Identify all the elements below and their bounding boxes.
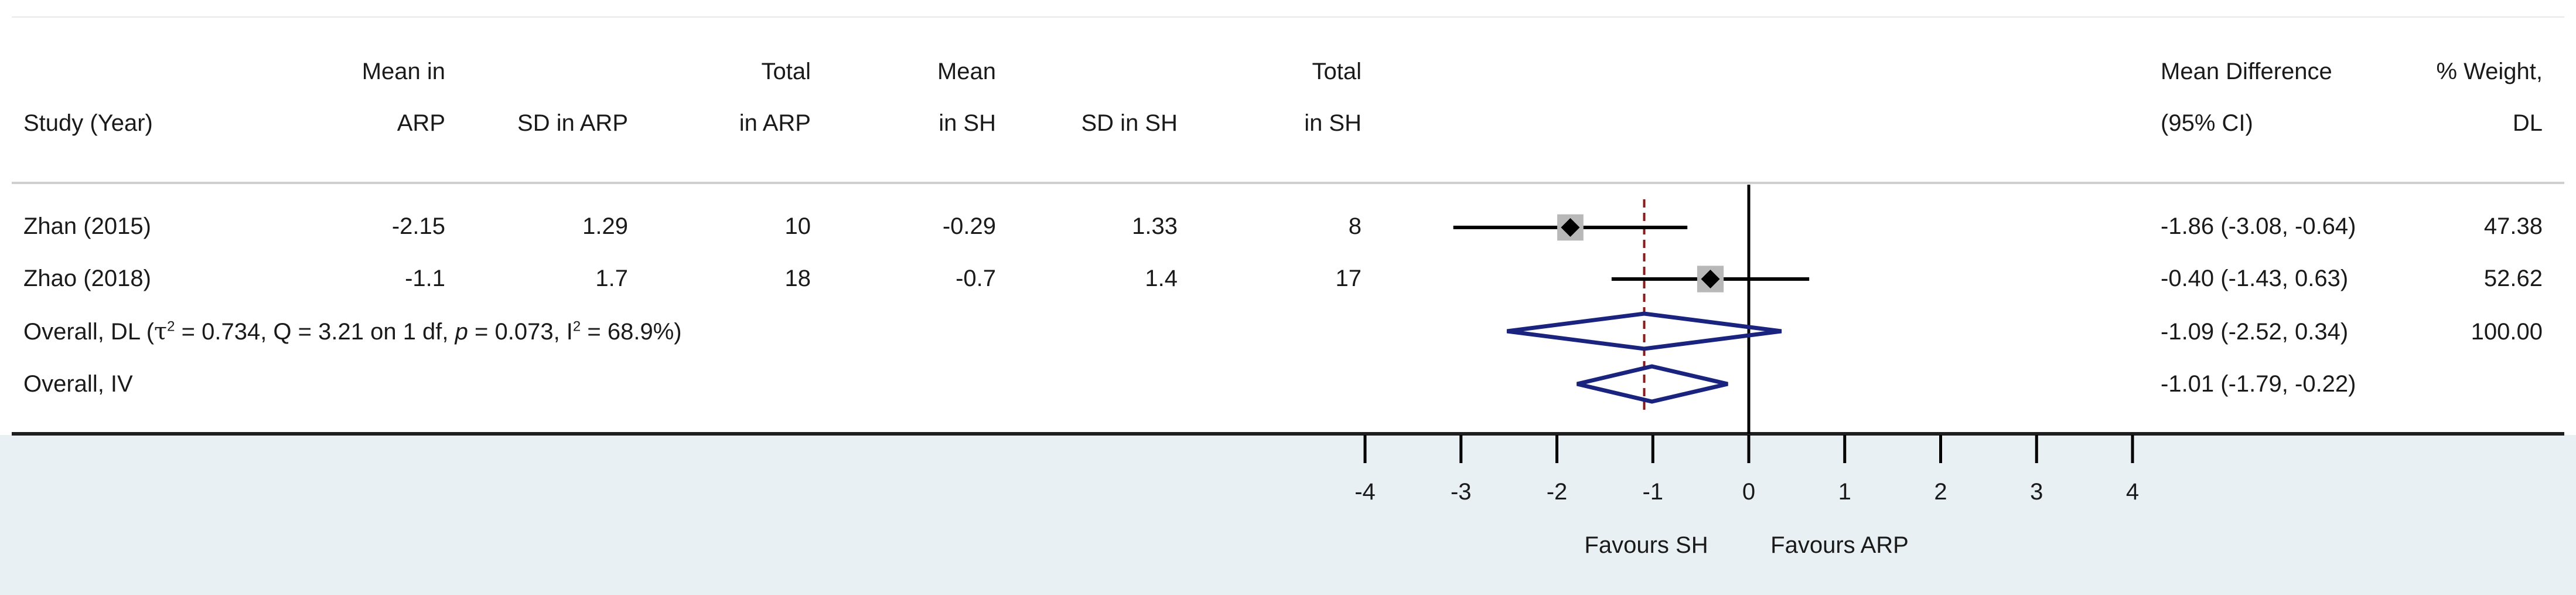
row1-mean-sh: -0.29 [942,213,996,239]
header-sd-arp: SD in ARP [517,110,628,136]
header-md-line1: Mean Difference [2161,59,2332,84]
header-md-line2: (95% CI) [2161,110,2253,136]
row1-mean-arp: -2.15 [391,213,445,239]
top-border [12,16,2564,18]
header-mean-sh-line1: Mean [937,59,996,84]
row1-study: Zhan (2015) [23,213,151,239]
header-total-sh-line1: Total [1312,59,1362,84]
header-weight-line1: % Weight, [2436,59,2543,84]
row2-total-sh: 17 [1335,266,1362,291]
header-mean-arp-line1: Mean in [361,59,445,84]
row2-sd-sh: 1.4 [1145,266,1178,291]
favours-left-label: Favours SH [1584,532,1708,558]
row1-weight: 47.38 [2483,213,2543,239]
header-weight-line2: DL [2512,110,2543,136]
x-tick-label: 1 [1838,479,1851,505]
x-tick-label: 3 [2030,479,2043,505]
x-tick-label: -2 [1547,479,1568,505]
x-tick-label: 0 [1742,479,1755,505]
x-tick-label: 4 [2126,479,2139,505]
row1-sd-arp: 1.29 [582,213,628,239]
axis-background [0,435,2576,595]
row2-mean-sh: -0.7 [956,266,996,291]
header-mean-arp-line2: ARP [397,110,445,136]
favours-right-label: Favours ARP [1770,532,1909,558]
overall-dl-weight: 100.00 [2471,319,2543,345]
row1-total-sh: 8 [1348,213,1362,239]
pooled-diamond [1506,311,1782,351]
header-total-arp-line2: in ARP [739,110,811,136]
study-point-estimate [1561,218,1580,237]
overall-dl-label: Overall, DL (τ2 = 0.734, Q = 3.21 on 1 d… [23,318,682,345]
header-total-arp-line1: Total [761,59,811,84]
header-total-sh-line2: in SH [1304,110,1362,136]
header-sd-sh: SD in SH [1081,110,1178,136]
x-tick-label: -1 [1642,479,1663,505]
row2-study: Zhao (2018) [23,266,151,291]
row2-total-arp: 18 [784,266,811,291]
pooled-diamond [1577,364,1728,404]
overall-iv-md-ci: -1.01 (-1.79, -0.22) [2161,371,2356,397]
row2-sd-arp: 1.7 [595,266,628,291]
overall-dl-md-ci: -1.09 (-2.52, 0.34) [2161,319,2349,345]
row2-md-ci: -0.40 (-1.43, 0.63) [2161,266,2349,291]
x-tick-label: -3 [1451,479,1472,505]
x-tick-label: 2 [1934,479,1947,505]
row1-sd-sh: 1.33 [1132,213,1178,239]
footer-rule [12,432,2564,436]
x-tick-label: -4 [1354,479,1376,505]
row1-total-arp: 10 [784,213,811,239]
study-point-estimate [1701,270,1720,288]
header-mean-sh-line2: in SH [939,110,996,136]
overall-iv-label: Overall, IV [23,371,133,397]
row2-weight: 52.62 [2483,266,2543,291]
row1-md-ci: -1.86 (-3.08, -0.64) [2161,213,2356,239]
header-study: Study (Year) [23,110,153,136]
header-rule [12,182,2564,184]
row2-mean-arp: -1.1 [405,266,445,291]
